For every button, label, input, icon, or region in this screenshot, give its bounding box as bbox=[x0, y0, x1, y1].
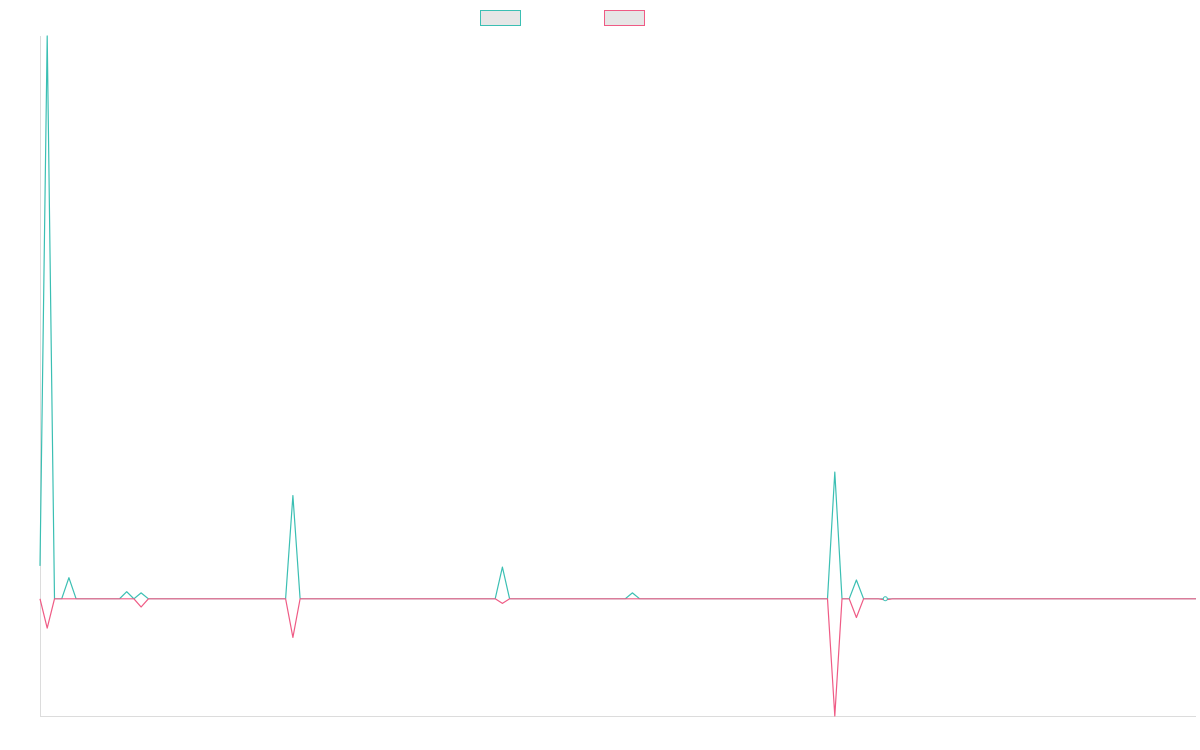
series-layer bbox=[39, 35, 1196, 717]
series-line-1 bbox=[39, 35, 1196, 600]
series-line-2 bbox=[39, 598, 1196, 717]
legend-swatch-2[interactable] bbox=[604, 10, 645, 26]
data-point-marker[interactable] bbox=[882, 596, 888, 602]
legend-swatch-1[interactable] bbox=[480, 10, 521, 26]
legend bbox=[480, 10, 645, 26]
